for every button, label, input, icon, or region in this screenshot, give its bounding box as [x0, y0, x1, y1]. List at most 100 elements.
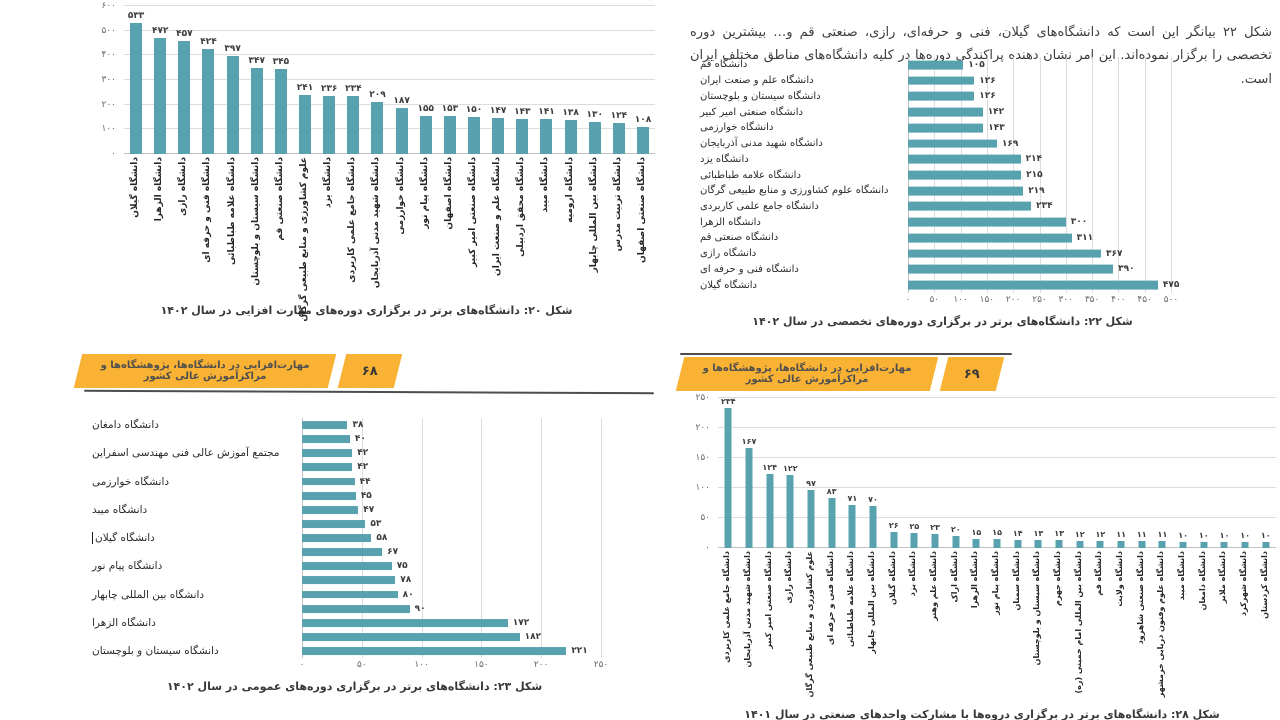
bar-zone: ۱۳ [1028, 398, 1049, 548]
chart-column: ۱۵۵ دانشگاه پیام نور [414, 6, 438, 296]
label-zone: دانشگاه جامع علمی کاربردی [341, 154, 365, 296]
value-label: ۸۳ [826, 487, 837, 497]
category-label: دانشگاه علوم وفنون دریایی خرمشهر [1156, 551, 1166, 698]
bar [395, 107, 408, 154]
chart-column: ۴۲۴ دانشگاه فنی و حرفه ای [196, 6, 220, 296]
gridline [601, 418, 602, 658]
value-label: ۱۴۳ [988, 122, 1005, 133]
value-label: ۱۵۰ [465, 105, 483, 115]
category-label: دانشگاه جامع علمی کاربردی [690, 199, 908, 215]
chart-column: ۱۵۳ دانشگاه اصفهان [438, 6, 462, 296]
bar [908, 265, 1114, 274]
bar-zone: ۱۲ [1090, 398, 1111, 548]
category-label: دانشگاه جامع علمی کاربردی [722, 551, 732, 663]
category-label: دانشگاه رازی [784, 551, 794, 604]
category-label: دانشگاه علامه طباطبائی [690, 167, 908, 183]
value-label: ۳۸ [352, 420, 364, 431]
label-zone: دانشگاه سمنان [1007, 548, 1028, 700]
category-label: دانشگاه فنی و حرفه ای [202, 157, 213, 263]
intro-paragraph: شکل ۲۲ بیانگر این است که دانشگاه‌های گیل… [690, 25, 1272, 87]
bar-zone: ۲۳ [925, 398, 946, 548]
bar-zone: ۲۳۴ [718, 397, 739, 548]
label-zone: دانشگاه ولایت [1111, 548, 1132, 700]
label-zone: دانشگاه قم [1090, 548, 1111, 700]
page-number: ۶۸ [362, 363, 378, 379]
chart-row: ۲۱۹ [908, 183, 1171, 199]
bar [1138, 541, 1146, 548]
bar-zone: ۸۳ [821, 398, 842, 548]
bar [302, 519, 366, 528]
plot-area: دانشگاه قم دانشگاه علم و صنعت ایران دانشگا… [690, 57, 1195, 293]
value-label: ۱۷۲ [512, 617, 530, 628]
bar-zone: ۳۴۷ [245, 6, 269, 154]
figure-28-bar-chart: ۰ ۵۰ ۱۰۰ ۱۵۰ ۲۰۰ ۲۵۰ ۲۳۴ دانشگاه جامع علمی کار… [688, 393, 1276, 720]
category-label: دانشگاه تربیت مدرس [612, 157, 623, 252]
value-label: ۹۷ [806, 478, 816, 488]
gridline [1092, 57, 1094, 293]
chart-column: ۱۰ دانشگاه دامغان [1193, 398, 1214, 700]
value-label: ۱۲۲ [783, 463, 798, 473]
label-zone: دانشگاه فنی و حرفه ای [196, 154, 220, 296]
bar [419, 115, 432, 154]
category-label: دانشگاه پیام نور [419, 157, 430, 229]
value-label: ۱۰۵ [968, 59, 985, 70]
label-zone: دانشگاه اصفهان [438, 154, 462, 296]
bar [612, 123, 625, 154]
bar [908, 249, 1102, 259]
value-label: ۸۰ [402, 589, 414, 600]
bar [993, 539, 1001, 548]
category-label: دانشگاه ولایت [1115, 551, 1125, 607]
category-label: دانشگاه شهید مدنی آذربایجان [371, 157, 382, 289]
label-zone: دانشگاه بین المللی امام خمینی (ره) [1069, 548, 1090, 700]
gridline [718, 517, 1276, 518]
category-label [82, 432, 302, 446]
value-label: ۱۰ [1219, 531, 1230, 540]
chart-row: ۱۷۲ [302, 616, 601, 630]
bar [302, 590, 398, 599]
bar-zone: ۱۲۴ [607, 6, 631, 154]
label-zone: دانشگاه تربیت مدرس [607, 154, 631, 296]
category-label: دانشگاه گیلان [887, 551, 897, 605]
value-label: ۲۱۴ [1025, 154, 1043, 165]
category-label: دانشگاه پیام نور [82, 559, 302, 573]
axis-tick-label: ۴۰۰ [1111, 295, 1126, 305]
category-label: دانشگاه گیلان [82, 531, 302, 545]
bar [1262, 542, 1270, 548]
category-label: دانشگاه اصفهان [443, 157, 454, 230]
bar [908, 154, 1021, 164]
label-zone: دانشگاه دامغان [1193, 548, 1214, 700]
category-label-text: دانشگاه میبد [92, 503, 148, 516]
category-label: دانشگاه الزهرا [82, 616, 302, 630]
category-label: دانشگاه اراک [949, 551, 959, 603]
category-label-text: دانشگاه شهید مدنی آذربایجان [700, 138, 823, 150]
bar-zone: ۲۰۹ [365, 6, 389, 154]
label-zone: دانشگاه پیام نور [414, 154, 438, 296]
bar-zone: ۴۵۷ [172, 6, 196, 154]
bar-series: ۲۳۴ دانشگاه جامع علمی کاربردی ۱۶۷ دانشگاه ش… [718, 397, 1276, 700]
bar-zone: ۱۵۳ [438, 6, 462, 154]
chart-column: ۱۵ دانشگاه الزهرا [966, 398, 987, 700]
category-label: دانشگاه رازی [690, 246, 908, 262]
axis-tick-label: ۲۰۰ [533, 660, 549, 670]
text-cursor-artifact [92, 532, 93, 545]
value-label: ۱۸۲ [524, 631, 542, 642]
category-label: دانشگاه میبد [540, 157, 551, 213]
bar [302, 463, 353, 472]
chart-row: ۳۹۰ [908, 262, 1171, 278]
category-label-text: دانشگاه خوارزمی [700, 122, 774, 134]
chart-column: ۱۱ دانشگاه علوم وفنون دریایی خرمشهر [1152, 398, 1173, 700]
axis-tick-label: ۵۰ [700, 513, 710, 523]
value-label: ۱۳ [1033, 529, 1044, 539]
bar-zone: ۱۴ [1007, 398, 1028, 548]
gridline [1118, 57, 1120, 293]
category-label: دانشگاه بین المللی امام خمینی (ره) [1073, 551, 1083, 694]
bar-zone: ۱۰ [1173, 398, 1194, 548]
label-zone: دانشگاه صنعتی شاهرود [1131, 548, 1152, 700]
category-label [82, 517, 302, 531]
bar-zone: ۵۳۳ [124, 6, 148, 154]
bar-zone: ۲۶ [883, 398, 904, 548]
bar-zone: ۷۰ [863, 398, 884, 548]
decorative-rule-left [83, 389, 655, 395]
value-label: ۱۳۰ [586, 109, 603, 120]
value-label: ۷۰ [868, 495, 878, 504]
